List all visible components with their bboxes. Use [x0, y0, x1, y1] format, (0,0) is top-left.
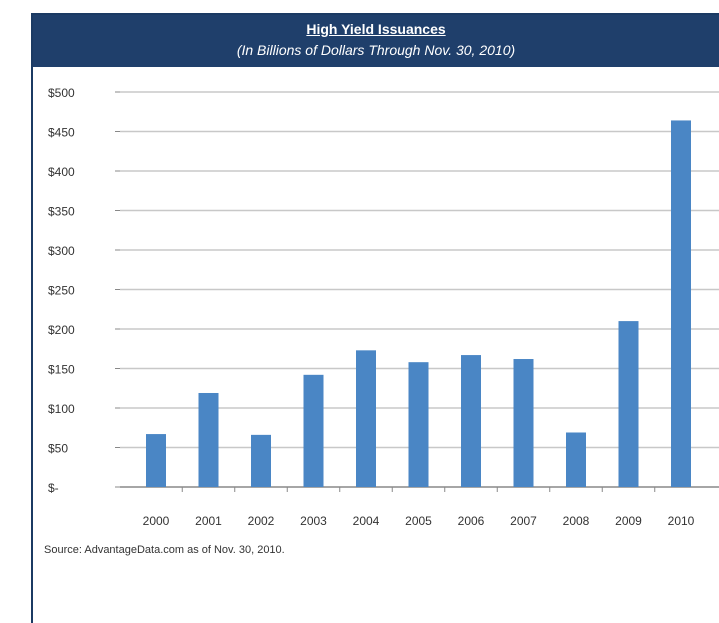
- x-tick-label: 2007: [510, 514, 537, 528]
- x-tick-label: 2003: [300, 514, 327, 528]
- bar: [251, 434, 271, 487]
- y-tick-label: $500: [48, 86, 75, 100]
- y-tick-label: $50: [48, 442, 68, 456]
- y-tick-label: $300: [48, 244, 75, 258]
- bar: [198, 392, 219, 487]
- y-tick-label: $400: [48, 165, 75, 179]
- x-tick-label: 2008: [563, 514, 590, 528]
- chart-header: High Yield Issuances (In Billions of Dol…: [33, 15, 719, 67]
- chart-frame: [31, 13, 719, 623]
- y-tick-label: $450: [48, 126, 75, 140]
- source-note: Source: AdvantageData.com as of Nov. 30,…: [44, 544, 285, 556]
- bar: [566, 432, 586, 487]
- bar: [146, 434, 166, 487]
- y-tick-label: $-: [48, 481, 59, 495]
- y-tick-label: $200: [48, 323, 75, 337]
- bar: [303, 374, 324, 487]
- x-tick-label: 2001: [195, 514, 222, 528]
- x-tick-label: 2004: [353, 514, 380, 528]
- x-tick-label: 2005: [405, 514, 432, 528]
- bar: [671, 120, 691, 487]
- bar: [618, 321, 639, 487]
- y-tick-label: $100: [48, 402, 75, 416]
- x-tick-label: 2000: [143, 514, 170, 528]
- x-tick-label: 2009: [615, 514, 642, 528]
- bar: [356, 350, 376, 487]
- bar: [408, 362, 429, 487]
- y-tick-label: $150: [48, 363, 75, 377]
- bar: [513, 359, 534, 487]
- bar: [461, 355, 481, 487]
- x-tick-label: 2006: [458, 514, 485, 528]
- chart-title: High Yield Issuances: [306, 21, 446, 37]
- x-tick-label: 2010: [668, 514, 695, 528]
- x-tick-label: 2002: [248, 514, 275, 528]
- y-tick-label: $350: [48, 205, 75, 219]
- y-tick-label: $250: [48, 284, 75, 298]
- chart-subtitle: (In Billions of Dollars Through Nov. 30,…: [236, 42, 516, 58]
